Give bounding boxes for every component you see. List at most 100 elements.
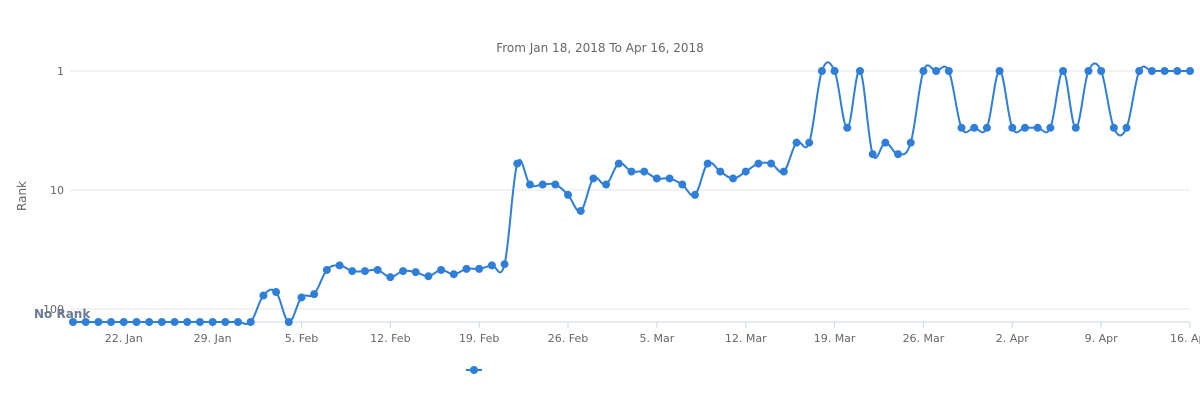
data-point[interactable] [500, 260, 509, 269]
data-point[interactable] [817, 67, 826, 75]
data-point[interactable] [690, 190, 699, 199]
data-point[interactable] [881, 138, 890, 147]
data-point[interactable] [1173, 67, 1182, 75]
data-point[interactable] [1020, 123, 1029, 132]
data-point[interactable] [754, 159, 763, 168]
data-point[interactable] [513, 159, 522, 168]
data-point[interactable] [982, 123, 991, 132]
data-point[interactable] [272, 288, 281, 297]
data-point[interactable] [399, 267, 408, 276]
data-point[interactable] [665, 174, 674, 183]
data-point[interactable] [741, 167, 750, 176]
data-point[interactable] [424, 272, 433, 281]
data-point[interactable] [322, 265, 331, 274]
data-point[interactable] [94, 318, 103, 326]
data-point[interactable] [576, 206, 585, 215]
data-point[interactable] [894, 150, 903, 159]
data-point[interactable] [792, 138, 801, 147]
data-point[interactable] [81, 318, 90, 326]
y-tick-label: 100 [43, 303, 64, 316]
data-point[interactable] [843, 123, 852, 132]
x-tick-label: 5. Feb [285, 332, 318, 345]
data-point[interactable] [157, 318, 166, 326]
data-point[interactable] [475, 264, 484, 273]
data-point[interactable] [69, 318, 77, 326]
data-point[interactable] [195, 318, 204, 326]
data-point[interactable] [995, 67, 1004, 75]
data-point[interactable] [297, 293, 306, 302]
data-point[interactable] [1084, 67, 1093, 75]
data-point[interactable] [386, 273, 395, 282]
data-point[interactable] [310, 290, 319, 299]
data-point[interactable] [183, 318, 192, 326]
legend[interactable] [466, 366, 482, 374]
data-point[interactable] [411, 268, 420, 277]
data-point[interactable] [551, 180, 560, 189]
data-point[interactable] [221, 318, 230, 326]
data-point[interactable] [1160, 67, 1169, 75]
data-point[interactable] [767, 159, 776, 168]
data-point[interactable] [284, 318, 293, 326]
data-point[interactable] [234, 318, 243, 326]
x-tick-label: 12. Feb [370, 332, 410, 345]
data-point[interactable] [525, 180, 534, 189]
chart-subtitle: From Jan 18, 2018 To Apr 16, 2018 [496, 41, 704, 55]
data-point[interactable] [919, 67, 928, 75]
series-line-layer [72, 61, 1191, 326]
data-point[interactable] [1147, 67, 1156, 75]
data-point[interactable] [208, 318, 217, 326]
data-point[interactable] [602, 180, 611, 189]
data-point[interactable] [119, 318, 128, 326]
data-point[interactable] [437, 265, 446, 274]
data-point[interactable] [855, 67, 864, 75]
data-point[interactable] [1059, 67, 1068, 75]
x-tick-label: 16. Apr [1170, 332, 1200, 345]
data-point[interactable] [1071, 123, 1080, 132]
data-point[interactable] [107, 318, 116, 326]
x-tick-label: 19. Feb [459, 332, 499, 345]
data-point[interactable] [1008, 123, 1017, 132]
data-point[interactable] [373, 265, 382, 274]
data-point[interactable] [348, 267, 357, 276]
data-point[interactable] [589, 174, 598, 183]
data-point[interactable] [640, 167, 649, 176]
data-point[interactable] [1046, 123, 1055, 132]
data-point[interactable] [932, 67, 941, 75]
data-point[interactable] [779, 167, 788, 176]
data-point[interactable] [1135, 67, 1144, 75]
data-point[interactable] [805, 138, 814, 147]
data-point[interactable] [564, 190, 573, 199]
series-points [69, 67, 1194, 326]
data-point[interactable] [944, 67, 953, 75]
data-point[interactable] [906, 138, 915, 147]
data-point[interactable] [1109, 123, 1118, 132]
data-point[interactable] [729, 174, 738, 183]
data-point[interactable] [170, 318, 179, 326]
data-point[interactable] [1097, 67, 1106, 75]
data-point[interactable] [132, 318, 141, 326]
data-point[interactable] [449, 270, 458, 279]
data-point[interactable] [716, 167, 725, 176]
data-point[interactable] [830, 67, 839, 75]
data-point[interactable] [1186, 67, 1194, 75]
data-point[interactable] [957, 123, 966, 132]
data-point[interactable] [614, 159, 623, 168]
data-point[interactable] [703, 159, 712, 168]
data-point[interactable] [1122, 123, 1131, 132]
data-point[interactable] [145, 318, 154, 326]
data-point[interactable] [259, 291, 268, 300]
data-point[interactable] [335, 261, 344, 270]
data-point[interactable] [627, 167, 636, 176]
data-point[interactable] [868, 150, 877, 159]
data-point[interactable] [360, 267, 369, 276]
x-tick-label: 22. Jan [105, 332, 143, 345]
data-point[interactable] [462, 264, 471, 273]
data-point[interactable] [246, 318, 255, 326]
data-point[interactable] [1033, 123, 1042, 132]
data-point[interactable] [487, 261, 496, 270]
data-point[interactable] [678, 180, 687, 189]
data-point[interactable] [652, 174, 661, 183]
legend-marker[interactable] [470, 366, 478, 374]
data-point[interactable] [970, 123, 979, 132]
data-point[interactable] [538, 180, 547, 189]
